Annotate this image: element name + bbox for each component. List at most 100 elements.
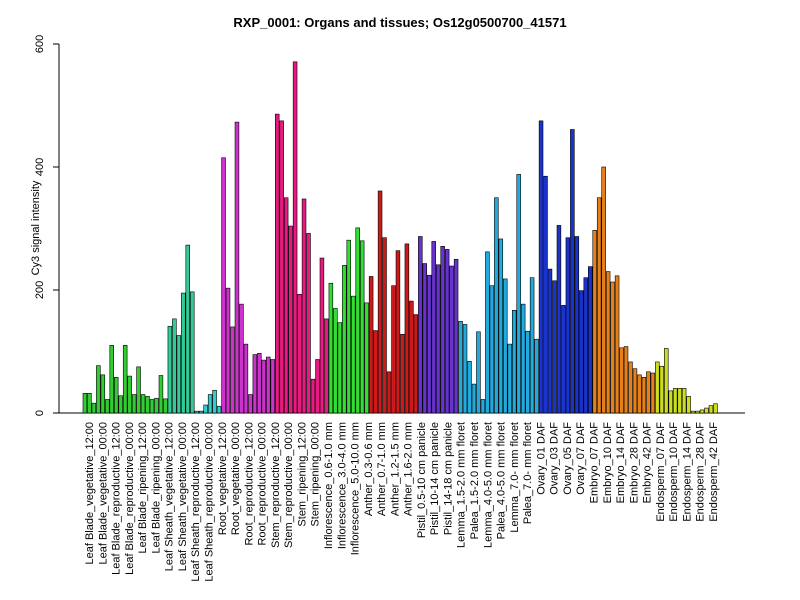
x-axis-tick-labels: Leaf Blade_vegetative_12:00 Leaf Blade_ve… [84, 422, 720, 582]
bar [400, 333, 405, 414]
x-tick-label: Endosperm_10 DAF [668, 422, 680, 522]
bar [672, 388, 678, 414]
y-tick-label: 0 [34, 410, 46, 416]
x-tick-label: Palea_1.5-2.0 mm floret [469, 422, 481, 539]
bar [605, 271, 611, 414]
bar [207, 394, 213, 414]
x-tick-label: Leaf Blade_reproductive_12:00 [111, 422, 123, 575]
bar [355, 227, 360, 414]
bar [418, 236, 423, 414]
bar [444, 249, 450, 414]
bar [480, 399, 486, 414]
x-tick-label: Anther_1.6-2.0 mm [403, 422, 415, 516]
bar [297, 294, 302, 414]
bar [351, 295, 356, 414]
bar [467, 361, 472, 414]
bar [181, 292, 186, 414]
bar [570, 129, 575, 414]
bar [686, 396, 691, 414]
x-tick-label: Ovary_07 DAF [575, 422, 587, 495]
bar [176, 335, 182, 414]
bar [239, 303, 244, 414]
bar [422, 263, 428, 414]
bar [525, 330, 530, 414]
bar [453, 258, 459, 414]
bar [431, 241, 436, 414]
bar [203, 404, 208, 414]
bar [243, 343, 249, 414]
bar [96, 365, 101, 414]
bar [476, 331, 481, 414]
bar [708, 405, 714, 414]
bar [87, 393, 92, 414]
bar [252, 354, 258, 414]
x-tick-label: Palea_4.0-5.0 mm floret [496, 422, 508, 539]
bar [583, 277, 588, 414]
bar [704, 407, 709, 414]
x-tick-label: Ovary_01 DAF [535, 422, 547, 495]
bar [561, 305, 566, 414]
bar [373, 330, 378, 414]
bar [190, 291, 195, 414]
bar [163, 398, 168, 414]
bar [655, 361, 660, 414]
bar [534, 338, 539, 414]
bar [274, 113, 280, 414]
x-tick-label: Anther_0.7-1.0 mm [376, 422, 388, 516]
bar [185, 244, 191, 414]
bar [391, 285, 396, 414]
x-tick-label: Lemma_1.5-2.0 mm floret [456, 422, 468, 548]
x-tick-label: Anther_0.3-0.6 mm [363, 422, 375, 516]
bar [440, 246, 445, 414]
x-tick-label: Leaf Sheath_reproductive_00:00 [203, 422, 215, 582]
bar [301, 198, 307, 414]
bar [552, 280, 557, 414]
bar [386, 371, 392, 414]
x-tick-label: Endosperm_42 DAF [708, 422, 720, 522]
bar [270, 359, 275, 414]
bar [131, 394, 137, 414]
x-tick-label: Palea_7.0- mm floret [522, 422, 534, 524]
bar [511, 309, 517, 414]
x-tick-label: Embryo_28 DAF [628, 422, 640, 504]
bar [695, 410, 700, 414]
bar [623, 346, 629, 414]
bar [409, 300, 414, 414]
y-axis-label: Cy3 signal intensity [30, 180, 42, 275]
bar [489, 285, 495, 414]
bar [283, 197, 289, 414]
bar [596, 197, 602, 414]
bar [328, 282, 334, 414]
bar [319, 257, 325, 414]
bar [292, 61, 298, 414]
y-tick-label: 200 [34, 281, 46, 299]
x-tick-label: Inflorescence_0.6-1.0 mm [323, 422, 335, 549]
x-tick-label: Pistil_14-18 cm panicle [442, 422, 454, 535]
bar [646, 371, 651, 414]
bar [565, 237, 571, 414]
bar [494, 197, 499, 414]
x-tick-label: Stem_reproductive_00:00 [283, 422, 295, 548]
bar [435, 264, 441, 414]
x-tick-label: Stem_reproductive_12:00 [270, 422, 282, 548]
bar [503, 278, 508, 414]
bar [462, 324, 468, 414]
x-tick-label: Leaf Blade_ripening_00:00 [150, 422, 162, 554]
bar [614, 275, 620, 414]
bar [221, 157, 226, 414]
x-tick-label: Leaf Blade_vegetative_00:00 [97, 422, 109, 565]
bar [413, 314, 419, 414]
bar [279, 120, 284, 414]
bar [382, 237, 387, 414]
bar [377, 190, 383, 414]
bar [641, 377, 647, 414]
bar [167, 325, 173, 414]
bar [315, 359, 320, 414]
bar [333, 308, 338, 414]
bar [668, 390, 673, 414]
x-tick-label: Endosperm_28 DAF [695, 422, 707, 522]
bar [427, 274, 432, 414]
bar [225, 287, 231, 414]
